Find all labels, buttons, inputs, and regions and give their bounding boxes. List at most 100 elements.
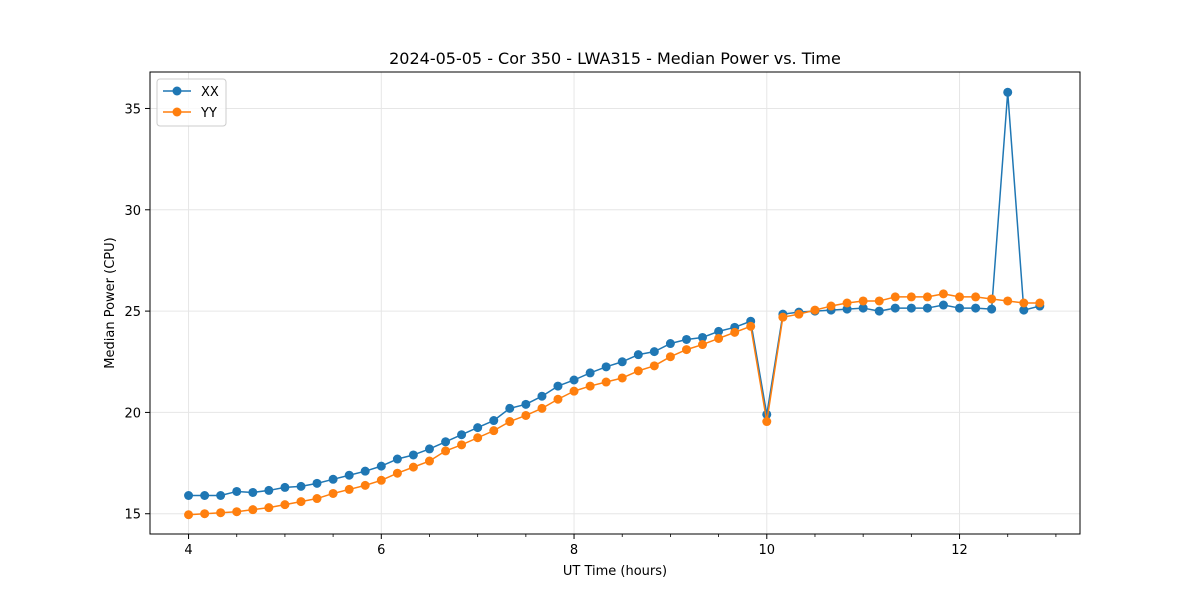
- legend-yy-label: YY: [200, 106, 217, 121]
- data-point-xx: [312, 478, 322, 488]
- y-tick-label: 25: [124, 305, 141, 320]
- y-axis-label: Median Power (CPU): [103, 237, 118, 368]
- plot-frame: [149, 71, 1081, 535]
- data-point-yy: [232, 507, 242, 517]
- data-point-xx: [938, 300, 948, 310]
- data-point-xx: [971, 303, 981, 313]
- data-point-yy: [392, 468, 402, 478]
- data-point-xx: [714, 326, 724, 336]
- data-point-xx: [489, 416, 499, 426]
- data-point-yy: [1035, 298, 1045, 308]
- data-point-yy: [280, 500, 290, 510]
- data-point-yy: [794, 309, 804, 319]
- y-tick-label: 30: [124, 204, 141, 219]
- data-point-yy: [698, 340, 708, 350]
- data-point-yy: [778, 312, 788, 322]
- data-point-yy: [633, 366, 643, 376]
- data-point-yy: [1003, 296, 1013, 306]
- data-point-yy: [441, 446, 451, 456]
- data-point-xx: [392, 454, 402, 464]
- data-point-yy: [665, 352, 675, 362]
- data-point-xx: [232, 486, 242, 496]
- series-yy: [184, 289, 1045, 520]
- data-point-yy: [987, 294, 997, 304]
- data-point-yy: [890, 292, 900, 302]
- data-point-yy: [569, 386, 579, 396]
- data-point-yy: [376, 475, 386, 485]
- legend-xx-marker: [172, 86, 182, 96]
- data-point-yy: [762, 417, 772, 427]
- data-point-yy: [730, 327, 740, 337]
- x-axis-label: UT Time (hours): [563, 564, 667, 579]
- data-point-xx: [216, 491, 226, 500]
- data-point-xx: [200, 491, 210, 500]
- data-point-xx: [505, 403, 515, 413]
- data-point-xx: [649, 347, 659, 357]
- data-point-yy: [585, 381, 595, 391]
- data-point-xx: [264, 485, 274, 495]
- data-point-xx: [408, 450, 418, 460]
- data-point-yy: [971, 292, 981, 302]
- data-point-xx: [1019, 305, 1029, 315]
- legend: XX YY: [156, 78, 227, 127]
- data-point-xx: [955, 303, 965, 313]
- data-point-yy: [473, 433, 483, 443]
- data-point-xx: [457, 430, 467, 440]
- data-point-yy: [601, 377, 611, 387]
- data-point-yy: [938, 289, 948, 299]
- data-point-xx: [1003, 87, 1013, 97]
- data-point-yy: [328, 488, 338, 498]
- data-point-yy: [408, 462, 418, 472]
- data-point-yy: [714, 333, 724, 343]
- data-point-xx: [521, 399, 531, 409]
- data-point-yy: [906, 292, 916, 302]
- data-point-xx: [328, 474, 338, 484]
- data-point-yy: [649, 361, 659, 371]
- y-tick-label: 15: [124, 508, 141, 523]
- data-point-yy: [858, 296, 868, 306]
- data-point-xx: [922, 303, 932, 313]
- data-point-xx: [537, 391, 547, 401]
- legend-yy-marker: [172, 107, 182, 117]
- data-point-xx: [248, 487, 258, 497]
- data-point-xx: [665, 339, 675, 349]
- series-group: [184, 87, 1045, 520]
- data-point-yy: [200, 509, 210, 519]
- axis-ticks: 4 6 8 10 12 15 20 25 30 35: [124, 102, 1057, 558]
- data-point-yy: [312, 494, 322, 504]
- data-point-yy: [296, 497, 306, 507]
- data-point-yy: [874, 296, 884, 306]
- data-point-yy: [746, 321, 756, 331]
- data-point-yy: [810, 305, 820, 315]
- legend-xx-label: XX: [201, 85, 219, 100]
- data-point-xx: [987, 304, 997, 314]
- data-point-yy: [344, 484, 354, 494]
- data-point-yy: [553, 394, 563, 404]
- data-point-xx: [682, 334, 692, 344]
- data-point-xx: [296, 481, 306, 491]
- data-point-xx: [280, 482, 290, 492]
- x-tick-label: 4: [184, 543, 192, 558]
- x-tick-label: 8: [570, 543, 578, 558]
- data-point-xx: [633, 350, 643, 360]
- data-point-yy: [505, 417, 515, 427]
- data-point-yy: [521, 410, 531, 420]
- data-point-yy: [922, 292, 932, 302]
- data-point-yy: [248, 505, 258, 515]
- data-point-xx: [698, 332, 708, 342]
- data-point-yy: [842, 298, 852, 308]
- data-point-yy: [216, 508, 226, 518]
- data-point-xx: [553, 381, 563, 391]
- data-point-xx: [906, 303, 916, 313]
- data-point-xx: [858, 303, 868, 313]
- chart-title: 2024-05-05 - Cor 350 - LWA315 - Median P…: [389, 49, 841, 68]
- data-point-yy: [424, 456, 434, 466]
- data-point-yy: [537, 403, 547, 413]
- x-tick-label: 10: [759, 543, 776, 558]
- x-tick-label: 12: [951, 543, 968, 558]
- y-tick-label: 20: [124, 406, 141, 421]
- data-point-xx: [569, 375, 579, 385]
- data-point-yy: [617, 373, 627, 383]
- data-point-xx: [874, 306, 884, 316]
